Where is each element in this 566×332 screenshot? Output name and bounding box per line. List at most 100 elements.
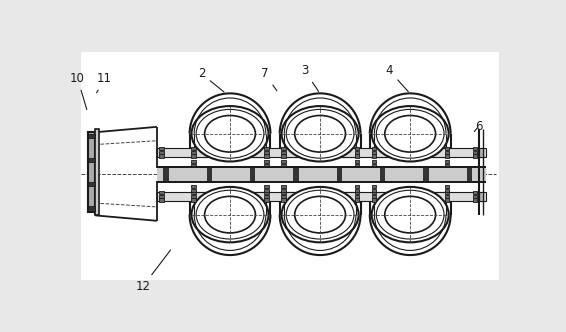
Bar <box>264 185 269 188</box>
Bar <box>445 154 449 158</box>
Bar <box>354 195 359 198</box>
Bar <box>264 189 269 192</box>
Bar <box>445 189 449 192</box>
Bar <box>191 154 196 158</box>
Text: 6: 6 <box>474 120 482 132</box>
Bar <box>264 191 269 194</box>
Ellipse shape <box>372 106 449 161</box>
Bar <box>479 192 483 201</box>
Bar <box>281 151 286 154</box>
Bar <box>473 191 477 194</box>
Bar <box>371 164 376 167</box>
Bar <box>371 154 376 158</box>
Bar <box>88 182 95 187</box>
Bar <box>371 105 449 162</box>
Bar <box>280 148 361 157</box>
Bar <box>82 52 499 280</box>
Text: 7: 7 <box>261 67 277 91</box>
Bar <box>191 147 196 150</box>
Bar <box>445 199 449 202</box>
Bar <box>473 195 477 198</box>
Bar <box>191 185 196 188</box>
Ellipse shape <box>191 187 268 242</box>
Bar <box>371 195 376 198</box>
Bar <box>473 154 477 158</box>
Bar <box>281 105 359 162</box>
Bar <box>467 167 472 182</box>
Text: 2: 2 <box>198 67 224 92</box>
Bar <box>264 147 269 150</box>
Bar <box>207 167 212 182</box>
Bar <box>423 167 429 182</box>
Bar <box>264 160 269 163</box>
Text: 4: 4 <box>385 64 408 92</box>
Bar <box>160 199 164 202</box>
Bar <box>264 151 269 154</box>
Bar <box>445 147 449 150</box>
Bar <box>95 129 98 215</box>
Bar <box>445 164 449 167</box>
Text: 11: 11 <box>97 72 112 93</box>
Text: 10: 10 <box>70 72 87 110</box>
Ellipse shape <box>372 187 449 242</box>
Bar <box>281 154 286 158</box>
Bar <box>281 191 286 194</box>
Bar <box>281 186 359 243</box>
Bar <box>88 206 95 210</box>
Bar <box>354 189 359 192</box>
Bar <box>354 151 359 154</box>
Bar <box>264 154 269 158</box>
Bar <box>264 199 269 202</box>
Bar <box>445 185 449 188</box>
Bar <box>445 191 449 194</box>
Bar <box>371 160 376 163</box>
Bar <box>337 167 342 182</box>
Bar <box>371 199 376 202</box>
Bar <box>473 151 477 154</box>
Bar <box>354 160 359 163</box>
Bar <box>370 192 451 201</box>
Bar <box>164 167 169 182</box>
Bar <box>191 164 196 167</box>
Bar <box>160 195 164 198</box>
Bar <box>354 164 359 167</box>
Bar <box>473 199 477 202</box>
Bar <box>293 167 299 182</box>
Bar <box>281 147 286 150</box>
Bar <box>191 186 269 243</box>
Bar <box>264 164 269 167</box>
Bar <box>157 192 486 201</box>
Bar <box>280 192 361 201</box>
Bar <box>88 132 95 212</box>
Bar <box>157 148 486 157</box>
Bar <box>371 147 376 150</box>
Bar <box>281 195 286 198</box>
Bar <box>191 195 196 198</box>
Bar <box>354 147 359 150</box>
Bar <box>370 148 451 157</box>
Bar <box>445 195 449 198</box>
Bar <box>281 199 286 202</box>
Bar <box>281 189 286 192</box>
Bar <box>380 167 385 182</box>
Bar <box>281 164 286 167</box>
Bar <box>371 151 376 154</box>
Bar <box>160 151 164 154</box>
Bar <box>264 195 269 198</box>
Bar <box>445 160 449 163</box>
Bar <box>354 185 359 188</box>
Bar <box>191 105 269 162</box>
Bar <box>371 185 376 188</box>
Ellipse shape <box>282 106 359 161</box>
Bar <box>88 134 95 138</box>
Bar <box>354 191 359 194</box>
Bar <box>160 191 164 194</box>
Ellipse shape <box>282 187 359 242</box>
Bar <box>190 192 271 201</box>
Bar <box>157 167 486 182</box>
Bar <box>250 167 255 182</box>
Bar <box>160 147 164 150</box>
Bar <box>160 154 164 158</box>
Bar <box>354 199 359 202</box>
Ellipse shape <box>191 106 268 161</box>
